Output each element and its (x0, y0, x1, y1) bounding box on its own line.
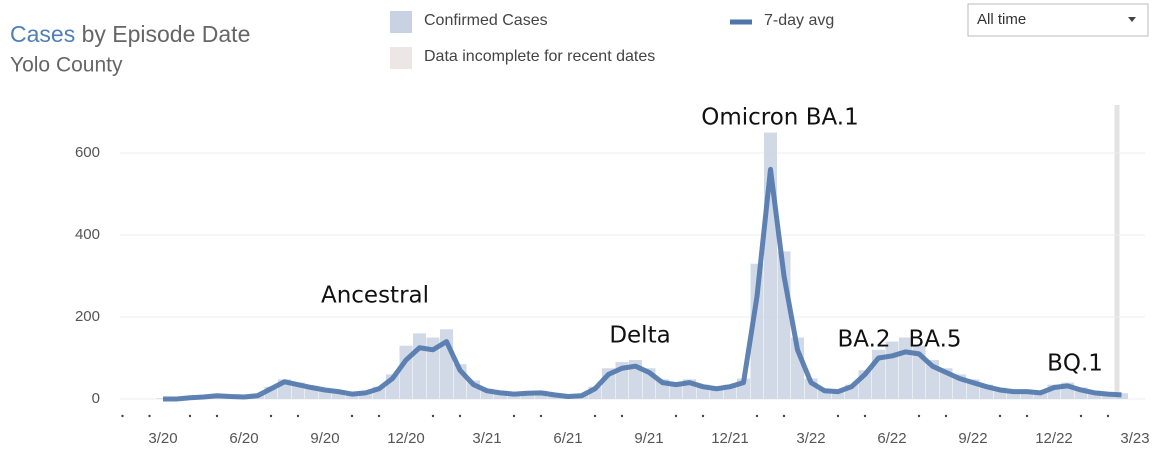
title-rest: by Episode Date (82, 21, 251, 47)
x-tick-dot (674, 414, 678, 418)
y-tick-label: 200 (75, 308, 100, 325)
bar (480, 388, 494, 399)
x-tick-dot (944, 414, 948, 418)
bar (426, 337, 440, 399)
x-tick-dot (377, 414, 381, 418)
x-tick-label: 12/22 (1035, 430, 1073, 447)
y-tick-label: 400 (75, 226, 100, 243)
bar (818, 388, 831, 399)
avg-line (163, 166, 1122, 402)
x-tick-label: 3/23 (1120, 430, 1149, 447)
x-tick-dot (1079, 414, 1083, 418)
x-tick-dot (593, 414, 597, 418)
bar (669, 382, 683, 399)
bar (332, 390, 345, 399)
x-tick-dot (836, 414, 840, 418)
legend-label: Confirmed Cases (424, 12, 548, 29)
title-highlight: Cases (10, 21, 75, 47)
bar (993, 387, 1007, 399)
dropdown[interactable]: All time (967, 3, 1149, 37)
bar (1007, 389, 1020, 399)
x-tick-dot (1025, 414, 1029, 418)
subtitle: Yolo County (10, 54, 123, 77)
x-tick-dot (148, 414, 151, 418)
x-tick-dot (782, 414, 786, 418)
x-tick-label: 9/22 (958, 430, 987, 447)
legend-label: Data incomplete for recent dates (424, 48, 655, 65)
legend-label: 7-day avg (764, 12, 834, 29)
x-tick-dot (188, 414, 192, 418)
bar (318, 388, 332, 399)
x-tick-dot (755, 414, 759, 418)
y-tick-label: 600 (75, 144, 100, 161)
x-tick-label: 6/20 (229, 430, 258, 447)
x-tick-dot (458, 414, 462, 418)
annotation: BQ.1 (1047, 351, 1103, 377)
x-tick-dot (539, 414, 543, 418)
x-tick-dot (121, 414, 124, 418)
x-tick-dot (512, 414, 516, 418)
bar (750, 263, 764, 399)
legend-swatch (390, 11, 412, 33)
annotation: Ancestral (321, 283, 429, 309)
x-tick-dot (269, 414, 273, 418)
x-tick-dot (620, 414, 624, 418)
x-tick-dot (863, 414, 867, 418)
annotation: Delta (609, 323, 670, 349)
x-tick-label: 9/20 (310, 430, 339, 447)
x-tick-label: 12/20 (387, 430, 425, 447)
x-tick-label: 9/21 (634, 430, 663, 447)
dropdown-box[interactable] (967, 3, 1149, 37)
dropdown-arrow[interactable] (1128, 17, 1136, 22)
x-tick-dot (350, 414, 354, 418)
bar (1074, 387, 1088, 399)
x-tick-dot (296, 414, 300, 418)
annotation: Omicron BA.1 (701, 105, 859, 131)
bar (1020, 389, 1034, 399)
x-tick-dot (431, 414, 435, 418)
x-tick-label: 6/22 (877, 430, 906, 447)
y-tick-label: 0 (92, 390, 100, 407)
dropdown-text[interactable]: All time (977, 11, 1026, 28)
x-tick-dot (215, 414, 219, 418)
bar (1115, 393, 1128, 399)
legend-swatch (390, 47, 412, 69)
x-tick-dot (1106, 414, 1110, 418)
x-tick-label: 6/21 (553, 430, 582, 447)
x-tick-label: 3/20 (148, 430, 177, 447)
x-tick-label: 12/21 (711, 430, 749, 447)
x-tick-dot (998, 414, 1002, 418)
bar (413, 333, 426, 399)
x-tick-label: 3/21 (472, 430, 501, 447)
x-tick-label: 3/22 (796, 430, 825, 447)
x-tick-dot (917, 414, 921, 418)
x-tick-dot (701, 414, 705, 418)
annotation: BA.2 (837, 327, 890, 353)
annotation: BA.5 (908, 327, 961, 353)
bar (831, 390, 845, 399)
chart-title: Cases by Episode Date (10, 21, 250, 47)
